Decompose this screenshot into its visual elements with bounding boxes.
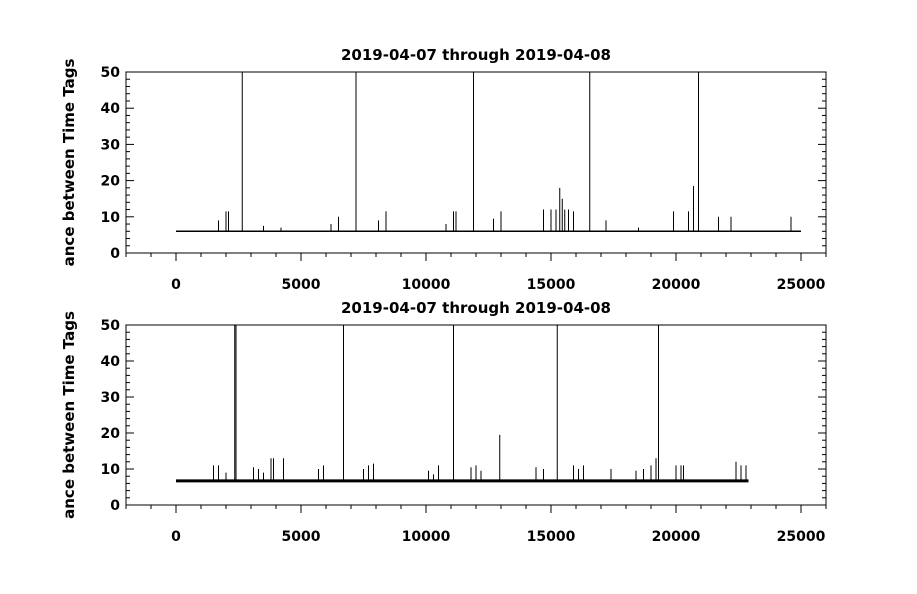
plot-frame bbox=[125, 71, 827, 254]
y-tick-label: 40 bbox=[101, 101, 121, 117]
x-tick-label: 15000 bbox=[527, 529, 576, 545]
y-tick-label: 30 bbox=[101, 390, 121, 406]
y-tick-label: 50 bbox=[101, 65, 121, 81]
y-tick-label: 10 bbox=[101, 210, 121, 226]
x-tick-label: 20000 bbox=[652, 529, 701, 545]
chart-title: 2019-04-07 through 2019-04-08 bbox=[341, 46, 611, 64]
y-tick-label: 20 bbox=[101, 426, 121, 442]
x-tick-label: 15000 bbox=[527, 277, 576, 293]
y-axis-label: ance between Time Tags bbox=[60, 311, 78, 519]
x-tick-label: 10000 bbox=[402, 277, 451, 293]
chart-panel-top: 2019-04-07 through 2019-04-08 ance betwee… bbox=[60, 46, 827, 293]
x-tick-label: 25000 bbox=[777, 529, 826, 545]
chart-title: 2019-04-07 through 2019-04-08 bbox=[341, 299, 611, 317]
y-tick-label: 50 bbox=[101, 318, 121, 334]
x-tick-label: 0 bbox=[171, 277, 181, 293]
y-tick-label: 0 bbox=[110, 246, 120, 262]
x-tick-label: 20000 bbox=[652, 277, 701, 293]
y-tick-label: 30 bbox=[101, 137, 121, 153]
x-tick-label: 5000 bbox=[282, 277, 321, 293]
y-tick-label: 40 bbox=[101, 354, 121, 370]
chart-panel-bottom: 2019-04-07 through 2019-04-08 ance betwee… bbox=[60, 299, 827, 545]
x-tick-label: 0 bbox=[171, 529, 181, 545]
x-tick-label: 25000 bbox=[777, 277, 826, 293]
y-tick-label: 10 bbox=[101, 462, 121, 478]
y-axis-label: ance between Time Tags bbox=[60, 59, 78, 267]
y-tick-label: 0 bbox=[110, 498, 120, 514]
x-tick-label: 10000 bbox=[402, 529, 451, 545]
x-tick-label: 5000 bbox=[282, 529, 321, 545]
y-tick-label: 20 bbox=[101, 174, 121, 190]
